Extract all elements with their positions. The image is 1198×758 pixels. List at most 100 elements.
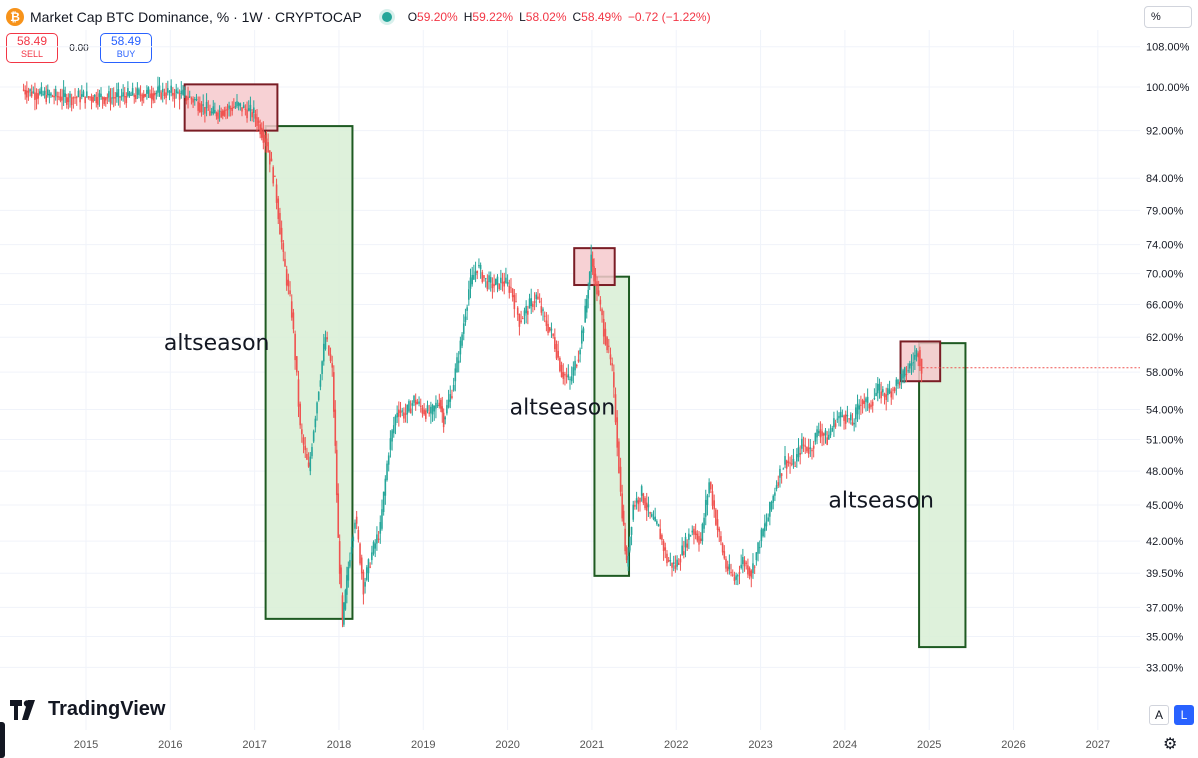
candle-body [97,96,99,105]
candle-body [82,91,85,97]
candle-body [711,491,714,506]
candle-body [593,266,595,282]
candle-body [718,528,721,532]
candle-body [627,555,629,567]
candle-body [371,552,373,561]
candle-body [379,522,382,534]
candle-body [419,405,422,407]
candle-body [747,565,749,575]
candle-body [575,364,578,367]
candle-body [570,376,573,382]
candle-body [473,275,475,280]
candle-body [38,91,41,94]
candle-body [910,363,913,366]
candle-body [256,117,258,126]
ohlc-change: −0.72 (−1.22%) [627,10,711,24]
candle-body [246,109,248,119]
side-toolbar-toggle[interactable] [0,722,5,758]
candle-body [237,102,240,106]
candle-body [158,85,161,93]
altseason-label: altseason [510,395,616,420]
candle-body [516,307,519,315]
candle-body [37,93,39,99]
candle-body [428,412,430,414]
candle-body [567,374,570,378]
candle-body [451,396,453,398]
candle-body [863,400,866,404]
candle-body [743,560,746,567]
candle-body [141,94,143,101]
candle-body [195,99,198,101]
trade-panel: 58.49 SELL 0.00 58.49 BUY [6,33,152,63]
candle-body [902,370,904,379]
candle-body [579,349,581,355]
candle-body [61,96,63,101]
candle-body [411,403,414,406]
candle-body [360,557,363,574]
candle-body [853,422,855,425]
candle-body [337,493,340,538]
candle-body [51,95,54,97]
candle-body [217,112,219,119]
gear-icon[interactable]: ⚙ [1163,736,1178,753]
y-tick-label: 42.00% [1146,536,1184,548]
candle-body [521,318,524,320]
candle-body [326,337,328,340]
candle-body [177,91,179,94]
candle-body [103,97,105,104]
y-tick-label: 74.00% [1146,240,1184,252]
x-tick-label: 2022 [664,739,688,751]
x-tick-label: 2023 [748,739,772,751]
candle-body [369,566,371,568]
candle-body [486,281,489,290]
candle-body [111,97,113,99]
candle-body [299,403,301,426]
candle-body [574,360,576,371]
candle-body [170,85,172,93]
candle-body [831,427,834,432]
candle-body [231,107,234,112]
candle-body [500,277,502,283]
candle-body [765,521,768,527]
candle-body [228,105,230,109]
candle-body [175,89,178,94]
candle-body [289,290,291,295]
candle-body [774,492,776,496]
candle-body [792,458,795,465]
candle-body [769,501,771,517]
symbol-title[interactable]: Market Cap BTC Dominance, % · 1W · CRYPT… [30,9,362,25]
log-scale-button[interactable]: L [1174,705,1194,725]
candle-body [398,409,400,417]
candle-body [619,466,622,492]
candle-body [740,564,742,568]
candle-body [515,301,517,303]
candle-body [753,566,756,568]
candle-body [736,575,739,577]
candle-body [100,93,102,98]
candle-body [704,499,707,517]
sell-button[interactable]: 58.49 SELL [6,33,58,63]
candle-body [321,361,323,374]
buy-button[interactable]: 58.49 BUY [100,33,152,63]
auto-scale-button[interactable]: A [1149,705,1169,725]
candle-body [69,93,71,98]
unit-selector[interactable]: % [1144,6,1192,28]
y-tick-label: 84.00% [1146,173,1184,185]
candle-body [645,502,648,511]
candle-body [688,533,690,540]
candle-body [667,560,670,562]
candle-body [616,417,619,448]
candle-body [101,97,104,100]
candle-body [601,309,603,316]
candle-body [662,541,665,551]
candle-body [581,330,583,344]
sell-price: 58.49 [16,34,48,48]
tradingview-logo[interactable]: TradingView [10,698,165,721]
candle-body [683,551,685,555]
candle-body [35,92,38,100]
candle-body [180,90,183,94]
candle-body [715,509,717,525]
candle-body [545,320,548,326]
candle-body [229,108,232,110]
